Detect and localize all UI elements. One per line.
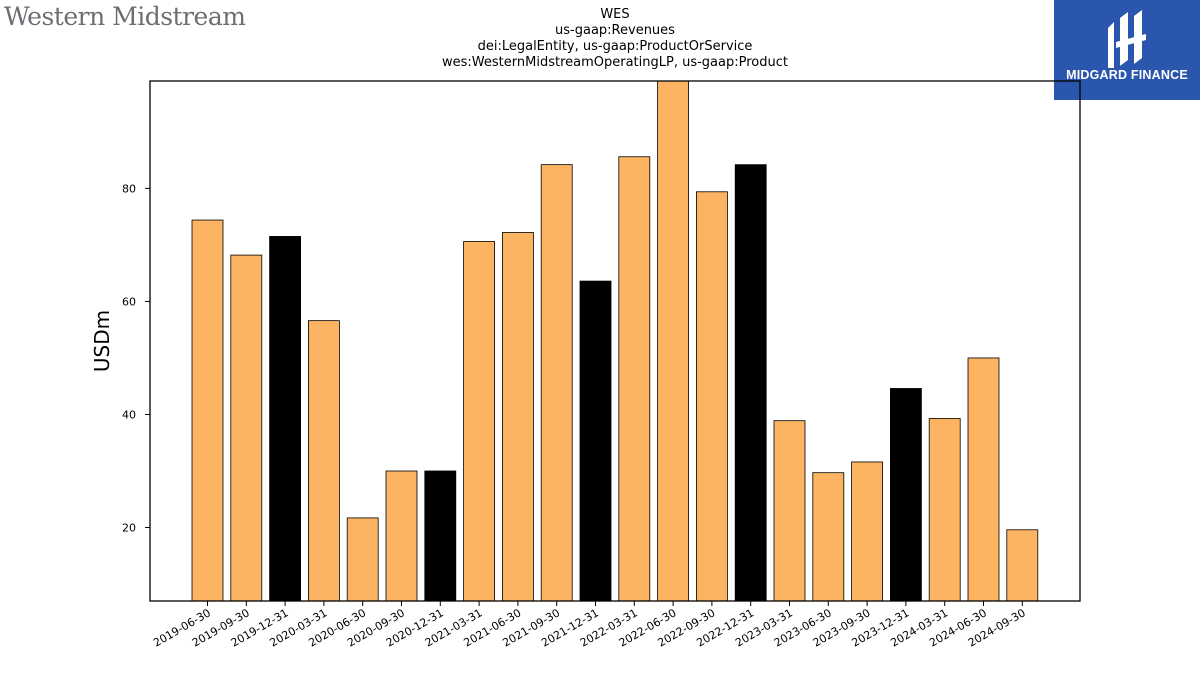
title-line-3: dei:LegalEntity, us-gaap:ProductOrServic… [477,39,753,54]
bar-2020-06-30 [346,517,379,602]
y-tick-label: 40 [122,408,136,421]
bar-2020-03-31 [307,320,340,602]
logo-left-text: Western Midstream [4,2,246,31]
y-axis-ticks: 20 40 60 80 [122,182,150,535]
western-midstream-logo: Western Midstream [4,2,246,31]
bar-2024-09-30 [1006,529,1039,602]
midgard-logo-icon [1108,10,1146,68]
bar-2021-09-30 [540,164,573,602]
bar-2021-06-30 [501,232,534,602]
bar-2024-06-30 [967,357,1000,602]
bar-2022-03-31 [618,156,651,602]
bar-2022-09-30 [696,191,728,602]
logo-right-text: MIDGARD FINANCE [1066,68,1188,82]
bar-2021-12-31 [579,280,612,602]
bar-2023-09-30 [851,461,883,602]
plot-frame [149,80,1081,602]
bar-2021-03-31 [463,241,496,602]
bar-2019-09-30 [230,254,263,602]
bar-2023-06-30 [812,472,845,602]
bar-2020-12-31 [424,470,457,602]
bar-2022-06-30 [657,80,689,602]
bar-2020-09-30 [385,470,418,602]
bar-2023-12-31 [890,388,922,602]
y-tick-label: 20 [122,522,136,535]
y-tick-label: 80 [122,182,136,195]
y-tick-label: 60 [122,295,136,308]
midgard-finance-logo: MIDGARD FINANCE [1054,0,1200,100]
bar-2019-06-30 [191,219,224,602]
bar-2024-03-31 [928,418,961,602]
bar-2019-12-31 [269,236,302,602]
title-line-4: wes:WesternMidstreamOperatingLP, us-gaap… [442,55,788,70]
bar-2022-12-31 [734,164,767,602]
x-axis-ticks: 2019-06-302019-09-302019-12-312020-03-31… [151,601,1028,650]
y-axis-label: USDm [90,310,114,372]
chart-title: WES us-gaap:Revenues dei:LegalEntity, us… [0,7,1200,71]
bar-2023-03-31 [773,420,806,602]
title-line-2: us-gaap:Revenues [555,23,675,38]
title-line-1: WES [600,7,630,22]
bars-group [191,80,1039,602]
